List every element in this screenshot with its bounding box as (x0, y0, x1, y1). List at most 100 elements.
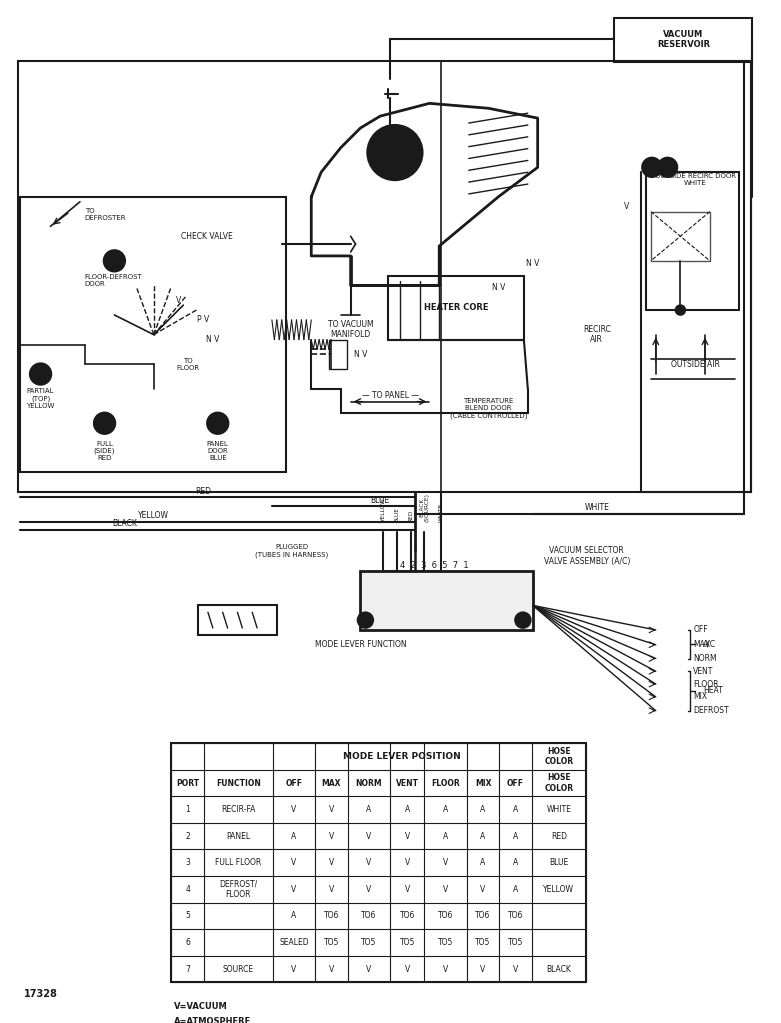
Text: PANEL: PANEL (226, 832, 251, 841)
Circle shape (94, 412, 116, 434)
Text: FULL
(SIDE)
RED: FULL (SIDE) RED (94, 441, 116, 461)
Text: 5: 5 (185, 911, 190, 921)
Text: 17328: 17328 (24, 989, 58, 999)
Text: MIX: MIX (694, 693, 708, 702)
Text: N V: N V (491, 283, 505, 292)
Text: V: V (291, 805, 297, 814)
Text: OUTSIDE AIR: OUTSIDE AIR (671, 360, 719, 368)
Text: FLOOR: FLOOR (694, 679, 719, 688)
Text: FLOOR-DEFROST
DOOR: FLOOR-DEFROST DOOR (85, 274, 143, 287)
Text: V: V (366, 965, 372, 974)
Text: A: A (480, 858, 486, 868)
Text: TO
FLOOR: TO FLOOR (177, 358, 200, 370)
Text: TO5: TO5 (508, 938, 523, 947)
Text: V: V (443, 965, 448, 974)
Text: V: V (329, 858, 334, 868)
Text: V: V (366, 832, 372, 841)
Text: TO5: TO5 (361, 938, 376, 947)
Text: PORT: PORT (177, 779, 199, 788)
Text: A: A (513, 832, 518, 841)
Text: RECIRC
AIR: RECIRC AIR (583, 325, 611, 345)
Text: V: V (623, 203, 629, 211)
Text: VACUUM
RESERVOIR: VACUUM RESERVOIR (657, 30, 710, 49)
Text: YELLOW: YELLOW (544, 885, 574, 894)
Text: P V: P V (197, 315, 209, 324)
Text: WHITE: WHITE (547, 805, 571, 814)
Text: RED: RED (551, 832, 567, 841)
Text: NORM: NORM (694, 654, 717, 663)
Text: TO6: TO6 (400, 911, 415, 921)
Text: OUTSIDE RECIRC DOOR
WHITE: OUTSIDE RECIRC DOOR WHITE (654, 173, 736, 185)
Bar (615, 17, 752, 62)
Text: A/C: A/C (703, 639, 716, 649)
Text: TO6: TO6 (508, 911, 523, 921)
Text: A: A (480, 805, 486, 814)
Text: MAX: MAX (694, 640, 710, 650)
Text: V: V (291, 885, 297, 894)
Circle shape (207, 412, 229, 434)
Text: A: A (513, 805, 518, 814)
Text: HEAT: HEAT (703, 686, 722, 696)
Bar (329, 340, 347, 369)
Bar (18, 61, 751, 492)
Text: 3: 3 (185, 858, 190, 868)
Text: V: V (329, 885, 334, 894)
Text: 1: 1 (649, 163, 654, 172)
Text: V: V (513, 965, 518, 974)
Text: BLACK: BLACK (547, 965, 571, 974)
Text: VACUUM SELECTOR
VALVE ASSEMBLY (A/C): VACUUM SELECTOR VALVE ASSEMBLY (A/C) (544, 546, 630, 566)
Text: V: V (443, 858, 448, 868)
Circle shape (358, 612, 373, 628)
Bar (172, 743, 586, 982)
Text: V: V (405, 832, 410, 841)
Text: BLUE: BLUE (370, 495, 390, 504)
Text: SEALED: SEALED (280, 938, 308, 947)
Text: TO
DEFROSTER: TO DEFROSTER (85, 208, 127, 221)
Text: OFF: OFF (507, 779, 524, 788)
Text: A: A (366, 805, 372, 814)
Text: 1: 1 (185, 805, 190, 814)
Circle shape (30, 363, 52, 385)
Text: HOSE
COLOR: HOSE COLOR (544, 747, 573, 766)
Text: TO5: TO5 (476, 938, 490, 947)
Text: TO6: TO6 (476, 911, 490, 921)
Text: FULL FLOOR: FULL FLOOR (216, 858, 262, 868)
Circle shape (515, 612, 531, 628)
Text: V: V (176, 296, 181, 305)
Text: A: A (291, 832, 297, 841)
Text: TO VACUUM
MANIFOLD: TO VACUUM MANIFOLD (328, 320, 373, 340)
Text: 4  2  3  6  5  7  1: 4 2 3 6 5 7 1 (400, 562, 469, 571)
Text: V: V (405, 965, 410, 974)
Text: A: A (291, 911, 297, 921)
Text: 4: 4 (185, 885, 190, 894)
Text: V: V (366, 885, 372, 894)
Text: A=ATMOSPHERE: A=ATMOSPHERE (173, 1017, 251, 1023)
Text: 2: 2 (665, 163, 671, 172)
Text: V: V (329, 965, 334, 974)
Text: PANEL
DOOR
BLUE: PANEL DOOR BLUE (207, 441, 229, 460)
Text: SOURCE: SOURCE (223, 965, 254, 974)
Circle shape (676, 305, 685, 315)
Text: HOSE
COLOR: HOSE COLOR (544, 773, 573, 793)
Text: TO6: TO6 (438, 911, 453, 921)
Text: MAX: MAX (322, 779, 341, 788)
Text: TO6: TO6 (361, 911, 376, 921)
Circle shape (658, 158, 677, 177)
Text: PLUGGED
(TUBES IN HARNESS): PLUGGED (TUBES IN HARNESS) (255, 544, 328, 558)
Bar (651, 212, 710, 261)
Text: CHECK VALVE: CHECK VALVE (180, 232, 233, 240)
Text: 7A: 7A (35, 369, 46, 379)
Text: V: V (366, 858, 372, 868)
Text: OFF: OFF (286, 779, 302, 788)
Text: WHITE: WHITE (439, 502, 444, 522)
Text: NORM: NORM (355, 779, 382, 788)
Text: V: V (480, 885, 486, 894)
Text: 6: 6 (215, 418, 221, 428)
Text: MODE LEVER FUNCTION: MODE LEVER FUNCTION (315, 640, 406, 650)
Text: BLACK: BLACK (112, 519, 137, 528)
Text: TO5: TO5 (400, 938, 415, 947)
Text: VENT: VENT (396, 779, 419, 788)
Text: DEFROST: DEFROST (694, 706, 729, 715)
Text: N V: N V (206, 336, 219, 344)
Text: 6: 6 (185, 938, 190, 947)
